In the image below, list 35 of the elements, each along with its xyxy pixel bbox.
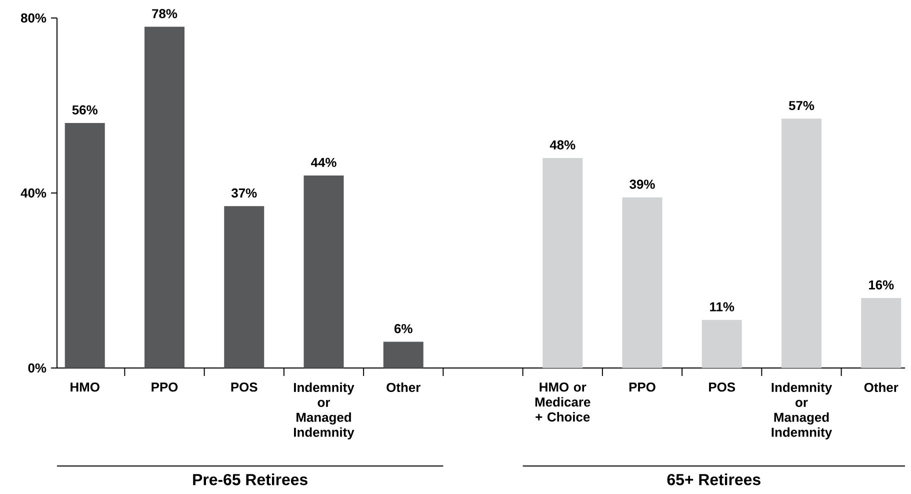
- x-tick-label: Indemnity or Managed Indemnity: [294, 382, 354, 440]
- data-label: 56%: [72, 105, 98, 114]
- bar: [542, 158, 583, 368]
- x-tick-label: POS: [231, 382, 258, 392]
- x-tick-label: PPO: [629, 382, 656, 392]
- data-label: 11%: [710, 302, 734, 312]
- bar: [304, 176, 344, 368]
- y-tick-label: 80%: [20, 13, 46, 23]
- x-tick-label: HMO: [70, 382, 100, 392]
- data-label: 44%: [310, 158, 336, 167]
- x-tick-label: Other: [386, 382, 420, 392]
- data-label: 16%: [868, 280, 894, 290]
- data-label: 78%: [152, 9, 178, 18]
- bar: [64, 123, 105, 368]
- data-label: 57%: [788, 100, 814, 110]
- data-label: 6%: [394, 324, 412, 334]
- data-label: 37%: [231, 188, 257, 198]
- text: 65+ Retirees: [667, 474, 760, 486]
- x-tick-label: PPO: [152, 382, 178, 392]
- data-label: 39%: [630, 180, 655, 189]
- bar: [383, 342, 424, 368]
- bar: [861, 298, 902, 368]
- bar: [622, 197, 662, 368]
- data-label: 48%: [550, 140, 576, 150]
- text: Pre-65 Retirees: [193, 474, 308, 486]
- bar: [702, 320, 742, 368]
- y-tick-label: 0%: [28, 363, 46, 373]
- bar: [781, 118, 822, 368]
- x-tick-label: POS: [709, 382, 736, 392]
- x-tick-label: HMO or Medicare + Choice: [535, 382, 590, 422]
- bar: [144, 26, 184, 368]
- x-tick-label: Other: [864, 382, 898, 392]
- y-tick-label: 40%: [20, 188, 46, 198]
- bar: [224, 206, 264, 368]
- x-tick-label: Indemnity or Managed Indemnity: [772, 382, 832, 440]
